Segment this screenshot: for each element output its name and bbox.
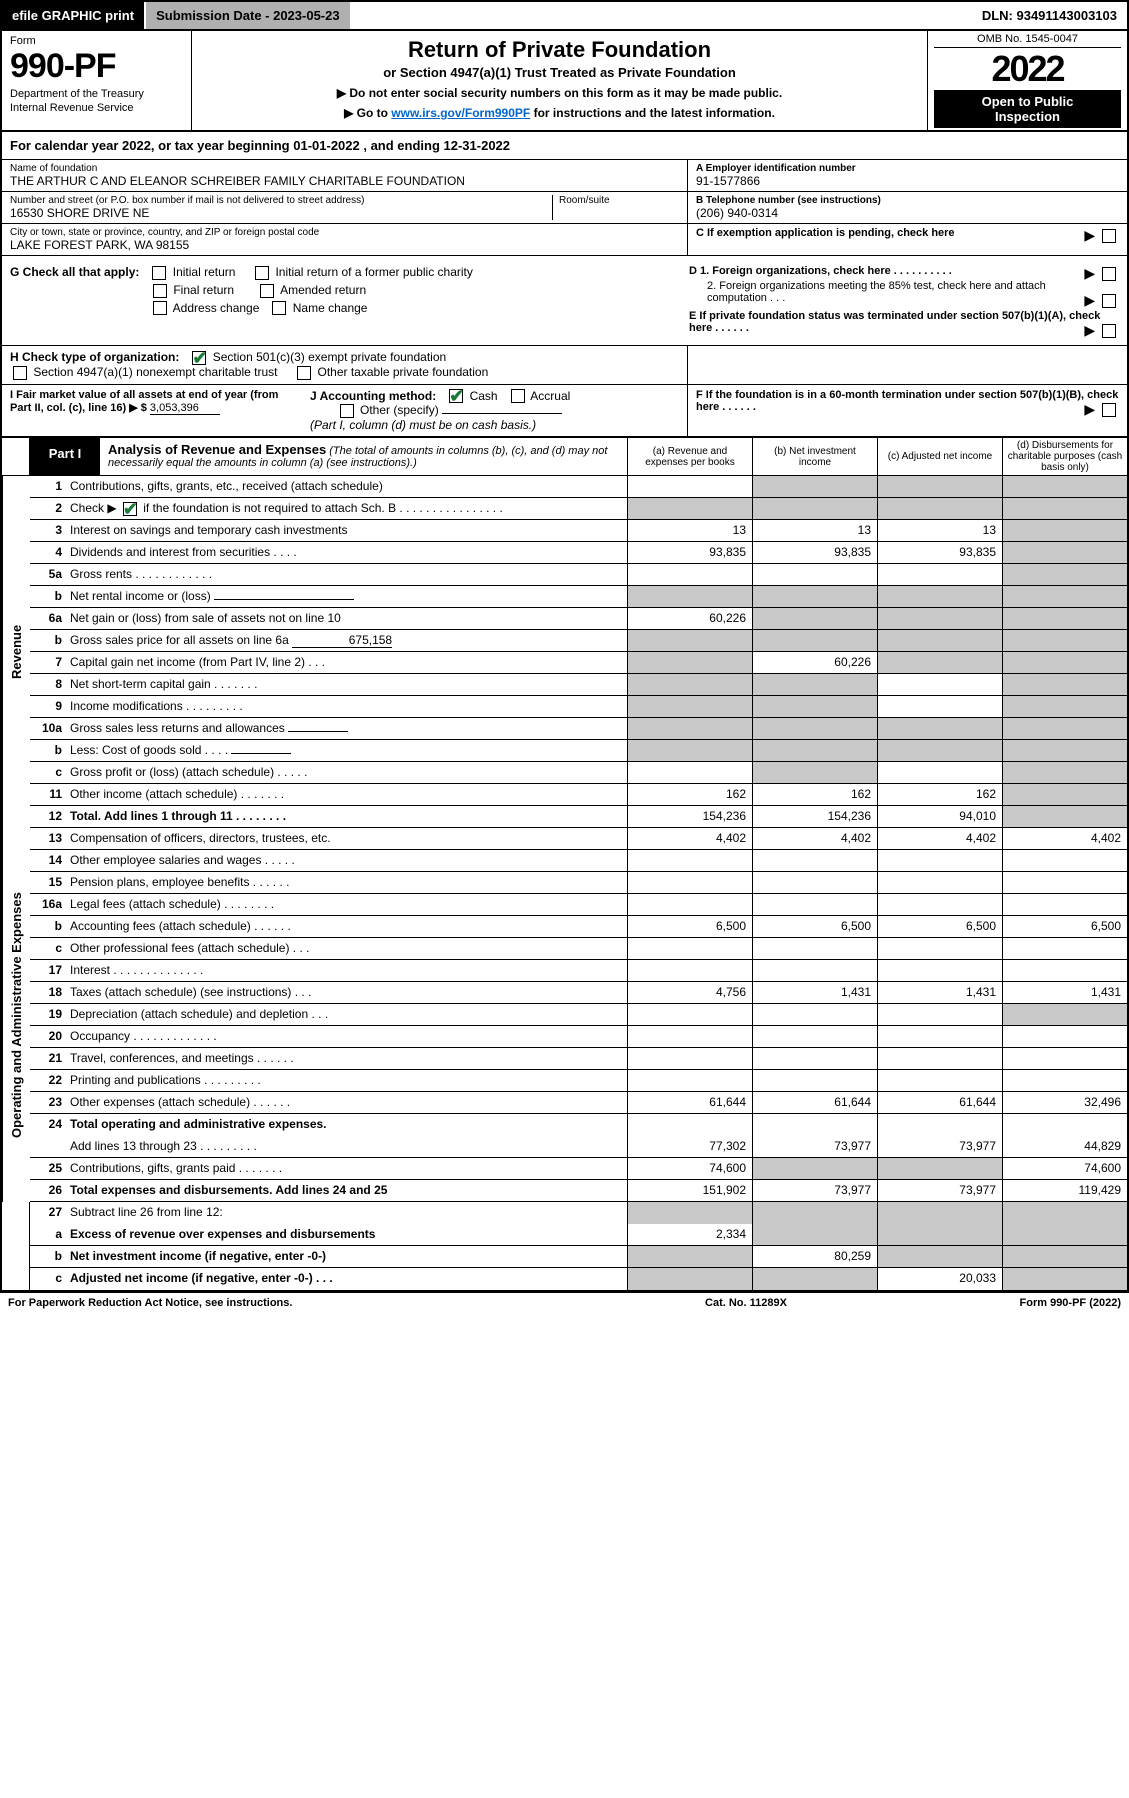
- checkbox-sch-b[interactable]: [123, 502, 137, 516]
- checkbox-501c3[interactable]: [192, 351, 206, 365]
- checkbox-c[interactable]: [1102, 229, 1116, 243]
- dln: DLN: 93491143003103: [972, 2, 1127, 29]
- section-g-d-e: G Check all that apply: Initial return I…: [2, 256, 1127, 346]
- address-cell: Number and street (or P.O. box number if…: [2, 192, 687, 224]
- checkbox-e[interactable]: [1102, 324, 1116, 338]
- ein: 91-1577866: [696, 174, 1119, 188]
- paperwork-notice: For Paperwork Reduction Act Notice, see …: [8, 1297, 621, 1309]
- fmv-assets: 3,053,396: [150, 402, 220, 415]
- checkbox-final-return[interactable]: [153, 284, 167, 298]
- checkbox-other-taxable[interactable]: [297, 366, 311, 380]
- h-label: H Check type of organization:: [10, 350, 179, 364]
- checkbox-amended-return[interactable]: [260, 284, 274, 298]
- form-header: Form 990-PF Department of the Treasury I…: [2, 31, 1127, 132]
- part1-header: Part I Analysis of Revenue and Expenses …: [2, 438, 1127, 476]
- form-ref: Form 990-PF (2022): [871, 1297, 1121, 1309]
- goto-pre: ▶ Go to: [344, 106, 391, 120]
- checkbox-name-change[interactable]: [272, 301, 286, 315]
- expenses-section: Operating and Administrative Expenses 13…: [2, 828, 1127, 1202]
- col-b-header: (b) Net investment income: [752, 438, 877, 475]
- j-note: (Part I, column (d) must be on cash basi…: [310, 418, 536, 432]
- checkbox-other-method[interactable]: [340, 404, 354, 418]
- calendar-year-line: For calendar year 2022, or tax year begi…: [2, 132, 1127, 160]
- top-bar: efile GRAPHIC print Submission Date - 20…: [2, 2, 1127, 31]
- city-cell: City or town, state or province, country…: [2, 224, 687, 255]
- foundation-name-cell: Name of foundation THE ARTHUR C AND ELEA…: [2, 160, 687, 192]
- expenses-tab: Operating and Administrative Expenses: [2, 828, 30, 1202]
- col-c-header: (c) Adjusted net income: [877, 438, 1002, 475]
- year-block: OMB No. 1545-0047 2022 Open to PublicIns…: [927, 31, 1127, 130]
- checkbox-address-change[interactable]: [153, 301, 167, 315]
- checkbox-d2[interactable]: [1102, 294, 1116, 308]
- cat-number: Cat. No. 11289X: [621, 1297, 871, 1309]
- section-h: H Check type of organization: Section 50…: [2, 346, 1127, 385]
- col-a-header: (a) Revenue and expenses per books: [627, 438, 752, 475]
- revenue-section: Revenue 1Contributions, gifts, grants, e…: [2, 476, 1127, 828]
- title-block: Return of Private Foundation or Section …: [192, 31, 927, 130]
- form-subtitle: or Section 4947(a)(1) Trust Treated as P…: [212, 65, 907, 80]
- telephone: (206) 940-0314: [696, 206, 1119, 220]
- spacer: [352, 2, 972, 29]
- form-label: Form: [10, 35, 183, 47]
- year-begin: 01-01-2022: [293, 138, 360, 153]
- submission-date: Submission Date - 2023-05-23: [146, 2, 352, 29]
- section-c: C If exemption application is pending, c…: [688, 224, 1127, 242]
- checkbox-d1[interactable]: [1102, 267, 1116, 281]
- checkbox-initial-former[interactable]: [255, 266, 269, 280]
- page-footer: For Paperwork Reduction Act Notice, see …: [0, 1292, 1129, 1313]
- foundation-name: THE ARTHUR C AND ELEANOR SCHREIBER FAMIL…: [10, 174, 679, 188]
- ssn-warning: ▶ Do not enter social security numbers o…: [212, 86, 907, 100]
- form-title: Return of Private Foundation: [212, 37, 907, 63]
- efile-print-button[interactable]: efile GRAPHIC print: [2, 2, 146, 29]
- open-to-public: Open to PublicInspection: [934, 90, 1121, 128]
- section-i-j-f: I Fair market value of all assets at end…: [2, 385, 1127, 439]
- dept-treasury: Department of the Treasury: [10, 88, 183, 100]
- line27-section: 27Subtract line 26 from line 12: aExcess…: [2, 1202, 1127, 1290]
- checkbox-initial-return[interactable]: [152, 266, 166, 280]
- revenue-tab: Revenue: [2, 476, 30, 828]
- col-d-header: (d) Disbursements for charitable purpose…: [1002, 438, 1127, 475]
- checkbox-cash[interactable]: [449, 389, 463, 403]
- entity-block: Name of foundation THE ARTHUR C AND ELEA…: [2, 160, 1127, 256]
- goto-post: for instructions and the latest informat…: [530, 106, 775, 120]
- checkbox-accrual[interactable]: [511, 389, 525, 403]
- checkbox-f[interactable]: [1102, 403, 1116, 417]
- room-suite-label: Room/suite: [559, 195, 679, 206]
- part1-label: Part I: [30, 438, 100, 475]
- city-state-zip: LAKE FOREST PARK, WA 98155: [10, 238, 679, 252]
- g-label: G Check all that apply:: [10, 265, 139, 279]
- part1-title: Analysis of Revenue and Expenses (The to…: [100, 438, 627, 475]
- ein-cell: A Employer identification number 91-1577…: [688, 160, 1127, 192]
- street-address: 16530 SHORE DRIVE NE: [10, 206, 546, 220]
- form990pf-link[interactable]: www.irs.gov/Form990PF: [391, 106, 530, 120]
- form-number: 990-PF: [10, 47, 183, 86]
- year-end: 12-31-2022: [444, 138, 511, 153]
- telephone-cell: B Telephone number (see instructions) (2…: [688, 192, 1127, 224]
- dept-irs: Internal Revenue Service: [10, 102, 183, 114]
- form-id-block: Form 990-PF Department of the Treasury I…: [2, 31, 192, 130]
- checkbox-4947a1[interactable]: [13, 366, 27, 380]
- form-container: efile GRAPHIC print Submission Date - 20…: [0, 0, 1129, 1292]
- goto-link-line: ▶ Go to www.irs.gov/Form990PF for instru…: [212, 106, 907, 120]
- tax-year: 2022: [934, 48, 1121, 90]
- omb-number: OMB No. 1545-0047: [934, 33, 1121, 48]
